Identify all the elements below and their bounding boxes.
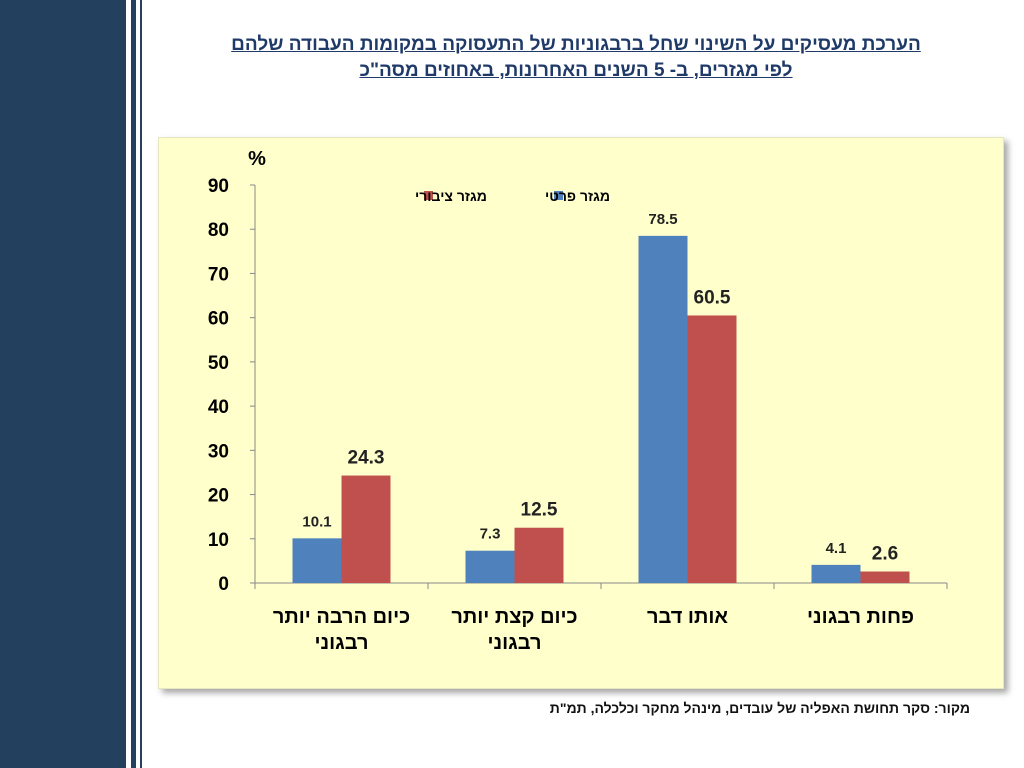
- side-stripe: [136, 0, 140, 768]
- legend-swatch-public: [424, 191, 433, 200]
- data-label: 4.1: [826, 540, 847, 557]
- y-tick-label: 20: [208, 486, 229, 507]
- chart-panel: 0 10 20 30 40 50 60 70 80 90% 10.1 24.3 כיום הרבה יו…: [158, 137, 1004, 689]
- bar-private: [292, 538, 342, 583]
- y-axis-unit-label: %: [248, 148, 266, 170]
- y-tick-label: 30: [208, 441, 229, 462]
- side-stripe: [131, 0, 136, 768]
- data-label: 78.5: [648, 211, 677, 228]
- y-tick-label: 40: [208, 397, 229, 418]
- side-band: [0, 0, 126, 768]
- bar-private: [811, 564, 861, 583]
- bar-public: [860, 571, 910, 583]
- y-tick-label: 90: [208, 176, 229, 197]
- y-tick-label: 70: [208, 264, 229, 285]
- title-line-1: הערכת מעסיקים על השינוי שחל ברבגוניות של…: [231, 34, 921, 55]
- legend-swatch-private: [554, 191, 563, 200]
- x-tick-label: כיום הרבה יותר: [273, 606, 410, 628]
- bar-public: [687, 315, 737, 583]
- x-tick-label: אותו דבר: [647, 606, 728, 628]
- data-label: 12.5: [521, 500, 558, 521]
- y-tick-label: 80: [208, 220, 229, 241]
- y-tick-label: 0: [218, 574, 229, 595]
- source-note: מקור: סקר תחושת האפליה של עובדים, מינהל …: [549, 700, 970, 716]
- data-label: 10.1: [302, 513, 331, 530]
- legend-label: מגזר ציבורי: [415, 188, 487, 204]
- title-line-2: לפי מגזרים, ב- 5 השנים האחרונות, באחוזים…: [359, 60, 793, 81]
- data-label: 60.5: [694, 287, 731, 308]
- x-tick-label: כיום קצת יותר: [451, 606, 577, 628]
- x-tick-label: רבגוני: [314, 632, 368, 654]
- y-tick-label: 50: [208, 353, 229, 374]
- data-label: 7.3: [480, 526, 501, 543]
- side-stripe: [126, 0, 131, 768]
- data-label: 2.6: [872, 544, 898, 565]
- bar-public: [341, 475, 391, 583]
- x-tick-label: פחות רבגוני: [807, 606, 914, 628]
- x-tick-label: רבגוני: [487, 632, 541, 654]
- bar-chart: 0 10 20 30 40 50 60 70 80 90% 10.1 24.3 כיום הרבה יו…: [208, 148, 948, 654]
- y-tick-label: 60: [208, 309, 229, 330]
- side-stripe: [140, 0, 142, 768]
- slide-title: הערכת מעסיקים על השינוי שחל ברבגוניות של…: [150, 32, 1002, 84]
- data-label: 24.3: [348, 448, 385, 469]
- legend-label: מגזר פרטי: [545, 188, 610, 204]
- y-tick-label: 10: [208, 530, 229, 551]
- bar-public: [514, 527, 564, 583]
- bar-private: [638, 235, 688, 583]
- bar-private: [465, 550, 515, 583]
